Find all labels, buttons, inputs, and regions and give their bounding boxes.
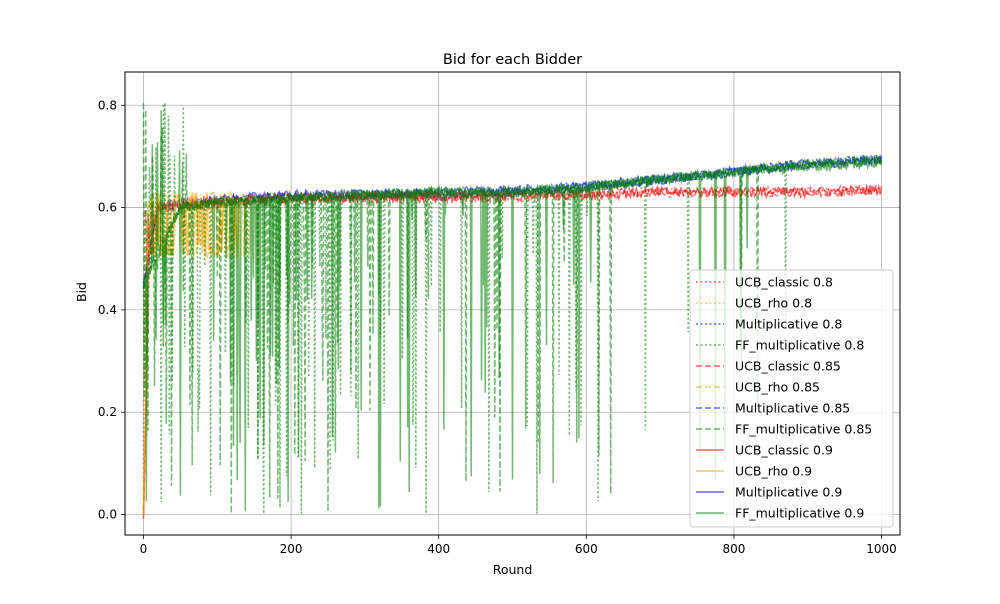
x-axis-label: Round — [493, 562, 533, 577]
plot-area — [142, 102, 883, 519]
legend-label: Multiplicative 0.8 — [735, 317, 842, 332]
y-tick-label: 0.8 — [98, 98, 117, 112]
y-tick-label: 0.2 — [98, 405, 117, 419]
legend-label: UCB_rho 0.8 — [735, 296, 812, 311]
y-tick-label: 0.0 — [98, 508, 117, 522]
legend-label: UCB_rho 0.85 — [735, 380, 820, 395]
legend-label: UCB_classic 0.8 — [735, 275, 833, 290]
legend-box — [689, 269, 894, 528]
legend-label: UCB_classic 0.9 — [735, 443, 833, 458]
x-tick-label: 600 — [575, 542, 598, 556]
x-tick-label: 200 — [280, 542, 303, 556]
x-tick-label: 0 — [140, 542, 148, 556]
y-tick-label: 0.4 — [98, 303, 117, 317]
x-tick-label: 400 — [427, 542, 450, 556]
legend-label: FF_multiplicative 0.9 — [735, 506, 864, 521]
legend-label: Multiplicative 0.9 — [735, 485, 842, 500]
ticks-layer: 0 200 400 600 800 1000 0.0 0.2 0.4 0.6 0.8 — [98, 98, 897, 556]
legend-label: FF_multiplicative 0.85 — [735, 422, 872, 437]
series-line — [142, 190, 241, 515]
x-tick-label: 800 — [722, 542, 745, 556]
axes-frame — [124, 71, 901, 536]
series-line — [142, 103, 883, 514]
series-line — [142, 110, 883, 512]
legend-label: Multiplicative 0.85 — [735, 401, 850, 416]
x-tick-label: 1000 — [866, 542, 897, 556]
legend-label: UCB_rho 0.9 — [735, 464, 812, 479]
chart-title: Bid for each Bidder — [443, 52, 582, 68]
legend-label: UCB_classic 0.85 — [735, 359, 841, 374]
y-axis-label: Bid — [74, 282, 89, 302]
legend: UCB_classic 0.8 UCB_rho 0.8 Multiplicative… — [689, 269, 894, 528]
legend-label: FF_multiplicative 0.8 — [735, 338, 864, 353]
y-tick-label: 0.6 — [98, 201, 117, 215]
